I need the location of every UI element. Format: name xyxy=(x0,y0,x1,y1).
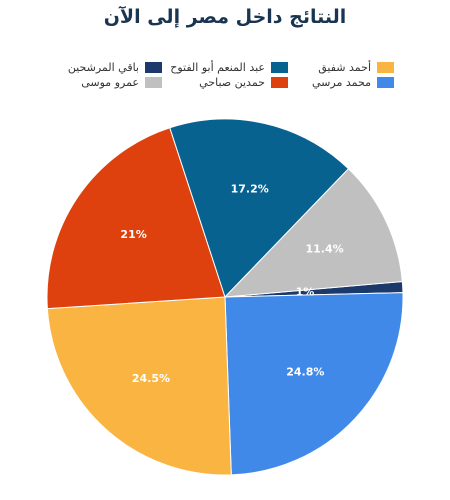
slice-label-4: 17.2% xyxy=(231,182,269,195)
legend-swatch-rest xyxy=(145,61,162,73)
slice-label-5: 11.4% xyxy=(306,242,344,255)
legend-item-shafik[interactable]: أحمد شفيق xyxy=(318,59,394,75)
legend-swatch-sabahi xyxy=(271,76,288,88)
legend-label-moussa: عمرو موسى xyxy=(81,75,139,89)
legend-label-aboulfotouh: عبد المنعم أبو الفتوح xyxy=(170,60,265,74)
legend-label-shafik: أحمد شفيق xyxy=(318,60,371,74)
legend-swatch-moussa xyxy=(145,76,162,88)
legend-item-morsi[interactable]: محمد مرسي xyxy=(312,74,394,90)
legend-item-aboulfotouh[interactable]: عبد المنعم أبو الفتوح xyxy=(170,59,288,75)
pie-slice-5[interactable] xyxy=(223,168,403,298)
chart-title: النتائج داخل مصر إلى الآن xyxy=(103,6,347,28)
legend-item-moussa[interactable]: عمرو موسى xyxy=(81,74,162,90)
legend-item-rest[interactable]: باقي المرشحين xyxy=(68,59,162,75)
slice-label-3: 21% xyxy=(120,228,146,241)
legend-swatch-morsi xyxy=(377,76,394,88)
pie-slice-4[interactable] xyxy=(169,118,350,298)
legend-item-sabahi[interactable]: حمدين صباحي xyxy=(199,74,288,90)
chart-legend: باقي المرشحين محمد مرسي أحمد شفيق حمدين … xyxy=(0,56,450,90)
pie-slice-3[interactable] xyxy=(46,127,226,310)
legend-label-sabahi: حمدين صباحي xyxy=(199,75,265,89)
pie-slice-1[interactable] xyxy=(224,292,404,476)
legend-swatch-shafik xyxy=(377,61,394,73)
slice-label-1: 24.8% xyxy=(286,366,324,379)
slice-label-0: 1% xyxy=(296,286,315,299)
legend-swatch-aboulfotouh xyxy=(271,61,288,73)
legend-label-rest: باقي المرشحين xyxy=(67,60,139,74)
pie-slice-2[interactable] xyxy=(46,296,232,476)
legend-label-morsi: محمد مرسي xyxy=(312,75,371,89)
slice-label-2: 24.5% xyxy=(132,372,170,385)
